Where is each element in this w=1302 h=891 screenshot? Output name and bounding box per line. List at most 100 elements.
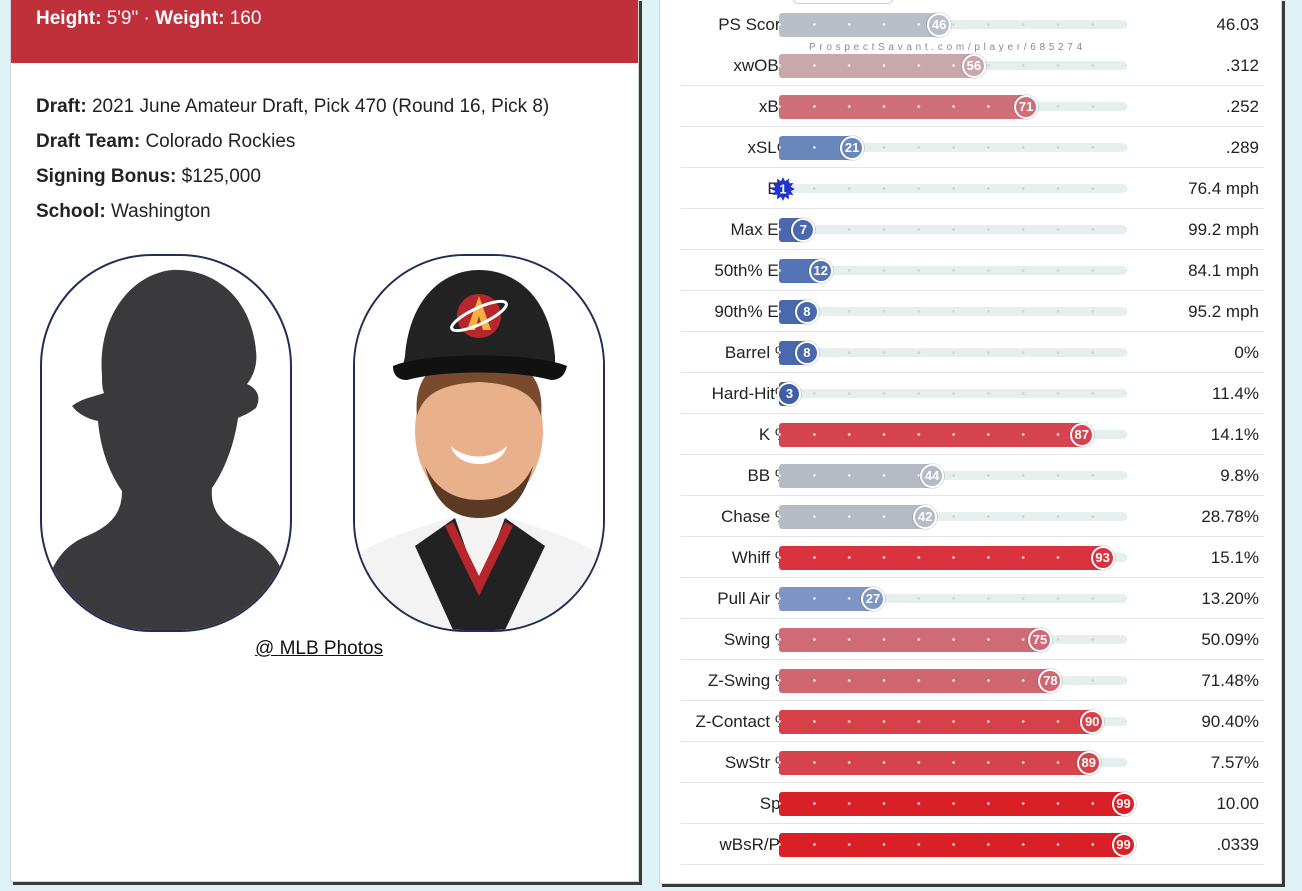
metric-row: xSLG 21.289 [681,127,1264,168]
percentile-badge: 27 [860,587,885,611]
metric-row: SwStr % 89 7.57% [681,742,1264,783]
percentile-badge: 89 [1076,751,1101,775]
bar-ticks [779,597,873,600]
track-ticks [779,228,1127,231]
starburst-badge-icon: 1 [771,177,795,201]
percentile-badge: 75 [1028,628,1052,652]
metric-label: Z-Swing % [707,671,790,690]
metric-row: Chase % 42 28.78% [681,496,1264,537]
metric-label: 90th% EV [714,302,790,321]
metric-row: xwOBA 56 .312 [681,45,1264,86]
metric-row: Z-Contact % 90 90.40% [681,701,1264,742]
separator: · [143,8,150,29]
percentile-bar [779,136,853,160]
percentile-badge: 21 [840,136,865,160]
track-ticks [779,351,1127,354]
school-line: School: Washington [36,194,638,229]
metric-label: SwStr % [724,753,790,772]
bar-ticks [779,269,821,272]
metric-label: Chase % [721,507,790,526]
percentile-bar [779,13,940,37]
metric-label: Max EV [730,220,790,239]
metric-label: Barrel % [724,343,790,362]
bar-ticks [779,720,1093,723]
metric-row: EV176.4 mph [681,168,1264,209]
metric-row: Pull Air % 27 13.20% [681,578,1264,619]
metric-label: xwOBA [733,56,790,75]
draft-team-line: Draft Team: Colorado Rockies [36,124,638,159]
track-ticks [779,187,1127,190]
metric-value: .312 [1225,56,1259,75]
metric-value: 46.03 [1216,15,1259,34]
bar-ticks [779,843,1124,846]
metric-value: 28.78% [1201,507,1259,526]
silhouette-photo [40,254,292,632]
percentile-badge: 90 [1080,710,1105,734]
track-ticks [779,474,1127,477]
svg-text:1: 1 [779,182,786,197]
bar-ticks [779,23,940,26]
percentile-badge: 42 [913,505,938,529]
draft-line: Draft: 2021 June Amateur Draft, Pick 470… [36,89,638,124]
percentile-badge: 44 [920,464,945,488]
bar-ticks [779,474,933,477]
player-headshot-icon [355,256,603,630]
percentile-bar [779,710,1093,734]
height-value: 5'9" [106,8,139,29]
metric-value: 13.20% [1201,589,1259,608]
bio-header: Height: 5'9" · Weight: 160 [11,0,638,63]
metric-row: Hard-Hit% 3 11.4% [681,373,1264,414]
metric-value: 84.1 mph [1188,261,1259,280]
track-ticks [779,392,1127,395]
metric-value: 15.1% [1210,548,1259,567]
percentile-badge: 8 [794,341,819,365]
metric-row: PS Score 46 46.03 [681,4,1264,45]
bar-ticks [779,515,926,518]
metric-label: 50th% EV [714,261,790,280]
percentile-badge: 93 [1090,546,1115,570]
metric-value: 11.4% [1212,384,1259,403]
metric-label: PS Score [718,15,790,34]
metric-row: BB % 44 9.8% [681,455,1264,496]
school-label: School: [36,201,106,222]
percentile-bar [779,546,1103,570]
bar-ticks [779,64,974,67]
percentile-badge: 12 [808,259,833,283]
percentile-bar [779,792,1124,816]
metric-row: Barrel % 8 0% [681,332,1264,373]
metric-value: 9.8% [1220,466,1259,485]
weight-value: 160 [229,8,262,29]
photo-credit-link[interactable]: @ MLB Photos [255,638,384,659]
bar-ticks [779,228,804,231]
percentile-bar [779,628,1040,652]
metric-value: 14.1% [1210,425,1259,444]
percentile-bar [779,464,933,488]
draft-label: Draft: [36,96,87,117]
metric-row: 90th% EV 8 95.2 mph [681,291,1264,332]
metric-label: Swing % [723,630,790,649]
watermark: ProspectSavant.com/player/685274 [809,42,1086,53]
track-ticks [779,597,1127,600]
bar-ticks [779,638,1040,641]
bar-ticks [779,679,1051,682]
metric-row: 50th% EV 12 84.1 mph [681,250,1264,291]
metric-value: 50.09% [1201,630,1259,649]
metric-value: .0339 [1216,835,1259,854]
metric-value: 71.48% [1201,671,1259,690]
metric-value: 99.2 mph [1188,220,1259,239]
track-ticks [779,269,1127,272]
metric-value: 76.4 mph [1188,179,1259,198]
draft-value: 2021 June Amateur Draft, Pick 470 (Round… [91,96,550,117]
bar-ticks [779,105,1027,108]
bar-ticks [779,146,853,149]
percentile-badge: 46 [927,13,952,37]
percentile-bar [779,751,1089,775]
bar-ticks [779,761,1089,764]
percentile-badge: 99 [1111,833,1136,857]
metric-value: .252 [1225,97,1259,116]
track-ticks [779,310,1127,313]
percentile-rankings-card: ProspectSavant.com/player/685274 PS Scor… [659,0,1282,884]
percentile-badge: 78 [1038,669,1063,693]
bar-ticks [779,433,1082,436]
metric-row: xBA 71.252 [681,86,1264,127]
